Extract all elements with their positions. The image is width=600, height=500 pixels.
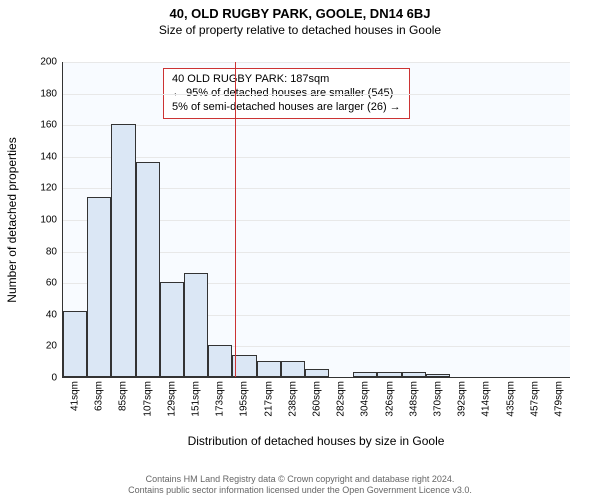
gridline bbox=[63, 94, 570, 95]
page-subtitle: Size of property relative to detached ho… bbox=[0, 21, 600, 37]
histogram-bar bbox=[281, 361, 305, 377]
histogram-bar bbox=[257, 361, 281, 377]
gridline bbox=[63, 62, 570, 63]
x-tick-label: 129sqm bbox=[166, 381, 177, 417]
y-tick-label: 0 bbox=[51, 373, 57, 384]
x-tick-label: 392sqm bbox=[457, 381, 468, 417]
x-tick-label: 85sqm bbox=[118, 381, 129, 411]
histogram-bar bbox=[232, 355, 256, 377]
x-tick-label: 195sqm bbox=[239, 381, 250, 417]
gridline bbox=[63, 125, 570, 126]
y-tick-label: 60 bbox=[46, 278, 57, 289]
x-tick-label: 151sqm bbox=[191, 381, 202, 417]
histogram-bar bbox=[87, 197, 111, 377]
x-tick-label: 304sqm bbox=[360, 381, 371, 417]
annotation-line-1: 40 OLD RUGBY PARK: 187sqm bbox=[172, 73, 401, 87]
histogram-bar bbox=[184, 273, 208, 377]
histogram-bar bbox=[136, 162, 160, 377]
y-tick-label: 180 bbox=[40, 88, 57, 99]
x-tick-label: 217sqm bbox=[263, 381, 274, 417]
histogram-bar bbox=[111, 124, 135, 377]
footer-attribution: Contains HM Land Registry data © Crown c… bbox=[0, 474, 600, 497]
reference-line bbox=[235, 62, 236, 377]
y-tick-label: 160 bbox=[40, 120, 57, 131]
footer-line-2: Contains public sector information licen… bbox=[0, 485, 600, 496]
histogram-bar bbox=[377, 372, 401, 377]
x-axis-label: Distribution of detached houses by size … bbox=[188, 434, 445, 448]
x-tick-label: 107sqm bbox=[142, 381, 153, 417]
x-tick-label: 173sqm bbox=[215, 381, 226, 417]
y-axis-label: Number of detached properties bbox=[5, 137, 19, 302]
y-tick-label: 20 bbox=[46, 341, 57, 352]
x-tick-label: 479sqm bbox=[553, 381, 564, 417]
x-tick-label: 414sqm bbox=[481, 381, 492, 417]
y-tick-label: 100 bbox=[40, 215, 57, 226]
histogram-bar bbox=[305, 369, 329, 377]
histogram-bar bbox=[63, 311, 87, 377]
y-tick-label: 140 bbox=[40, 151, 57, 162]
annotation-line-3: 5% of semi-detached houses are larger (2… bbox=[172, 101, 401, 115]
footer-line-1: Contains HM Land Registry data © Crown c… bbox=[0, 474, 600, 485]
x-tick-label: 63sqm bbox=[94, 381, 105, 411]
x-tick-label: 435sqm bbox=[505, 381, 516, 417]
y-tick-label: 40 bbox=[46, 309, 57, 320]
chart-plot-area: 40 OLD RUGBY PARK: 187sqm ← 95% of detac… bbox=[62, 62, 570, 378]
page-title: 40, OLD RUGBY PARK, GOOLE, DN14 6BJ bbox=[0, 0, 600, 21]
x-tick-label: 260sqm bbox=[312, 381, 323, 417]
x-tick-label: 370sqm bbox=[432, 381, 443, 417]
x-tick-label: 238sqm bbox=[287, 381, 298, 417]
gridline bbox=[63, 157, 570, 158]
histogram-bar bbox=[208, 345, 232, 377]
histogram-bar bbox=[426, 374, 450, 377]
histogram-bar bbox=[402, 372, 426, 377]
x-tick-label: 282sqm bbox=[336, 381, 347, 417]
x-tick-label: 326sqm bbox=[384, 381, 395, 417]
y-tick-label: 120 bbox=[40, 183, 57, 194]
y-tick-label: 80 bbox=[46, 246, 57, 257]
y-tick-label: 200 bbox=[40, 57, 57, 68]
x-tick-label: 348sqm bbox=[408, 381, 419, 417]
histogram-bar bbox=[160, 282, 184, 377]
x-tick-label: 457sqm bbox=[529, 381, 540, 417]
x-tick-label: 41sqm bbox=[70, 381, 81, 411]
histogram-bar bbox=[353, 372, 377, 377]
